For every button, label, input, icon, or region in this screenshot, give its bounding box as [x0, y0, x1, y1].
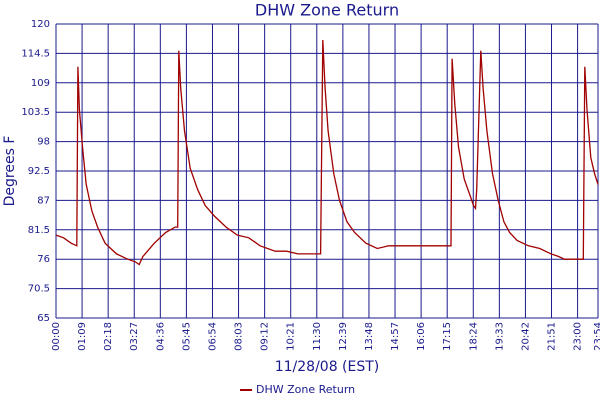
chart-title: DHW Zone Return: [255, 1, 399, 20]
y-tick-label: 109: [31, 78, 50, 89]
x-tick-label: 05:45: [181, 322, 192, 351]
x-tick-label: 14:57: [390, 322, 401, 351]
x-tick-label: 06:54: [207, 322, 218, 351]
x-tick-label: 21:51: [547, 322, 558, 351]
x-tick-label: 11:30: [312, 322, 323, 351]
x-tick-label: 12:39: [338, 322, 349, 351]
x-tick-label: 03:27: [129, 322, 140, 351]
x-tick-label: 10:21: [286, 322, 297, 351]
x-tick-label: 09:12: [260, 322, 271, 351]
x-tick-label: 20:42: [520, 322, 531, 351]
x-axis-label: 11/28/08 (EST): [275, 359, 380, 375]
x-tick-label: 00:00: [51, 322, 62, 351]
x-tick-label: 23:54: [593, 322, 600, 351]
y-tick-label: 87: [37, 195, 50, 206]
y-tick-label: 120: [31, 19, 50, 30]
x-tick-label: 23:00: [573, 322, 584, 351]
legend-label: DHW Zone Return: [256, 383, 355, 396]
y-tick-label: 114.5: [21, 48, 50, 59]
x-tick-label: 18:24: [468, 322, 479, 351]
x-tick-label: 02:18: [103, 322, 114, 351]
line: [55, 39, 599, 266]
x-tick-label: 08:03: [234, 322, 245, 351]
x-tick-label: 17:15: [442, 322, 453, 351]
x-tick-label: 04:36: [155, 322, 166, 351]
x-tick-label: 13:48: [364, 322, 375, 351]
y-tick-label: 65: [37, 313, 50, 324]
y-tick-label: 103.5: [21, 107, 50, 118]
y-tick-label: 98: [37, 137, 50, 148]
y-tick-label: 92.5: [28, 166, 50, 177]
y-tick-label: 76: [37, 254, 50, 265]
x-tick-label: 16:06: [416, 322, 427, 351]
y-tick-label: 81.5: [28, 225, 50, 236]
x-tick-label: 19:33: [494, 322, 505, 351]
x-tick-label: 01:09: [77, 322, 88, 351]
y-axis-label: Degrees F: [2, 136, 18, 207]
y-tick-label: 70.5: [28, 284, 50, 295]
